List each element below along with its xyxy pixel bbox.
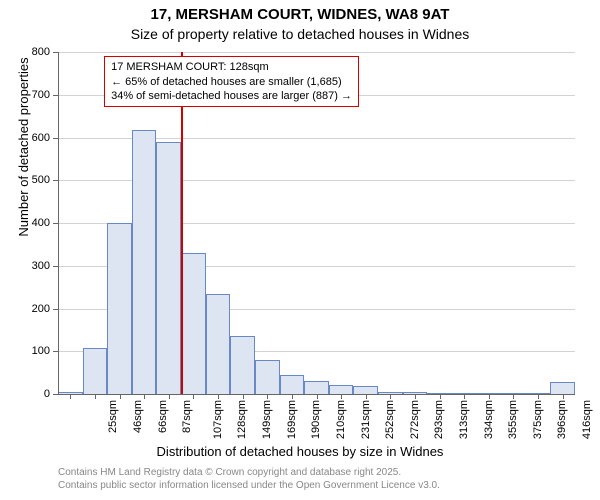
chart-title: 17, MERSHAM COURT, WIDNES, WA8 9AT — [0, 6, 600, 23]
histogram-bar — [304, 381, 329, 394]
histogram-bar — [280, 375, 305, 394]
grid-line — [58, 52, 575, 53]
x-tick-label: 355sqm — [507, 400, 519, 439]
histogram-bar — [181, 253, 206, 394]
histogram-bar — [107, 223, 132, 394]
x-tick-label: 396sqm — [557, 400, 569, 439]
x-tick-label: 149sqm — [261, 400, 273, 439]
x-tick-label: 169sqm — [286, 400, 298, 439]
x-tick-label: 252sqm — [384, 400, 396, 439]
histogram-bar — [329, 385, 354, 394]
x-tick-label: 231sqm — [360, 400, 372, 439]
annotation-line: 17 MERSHAM COURT: 128sqm — [111, 60, 352, 74]
x-tick-label: 190sqm — [310, 400, 322, 439]
x-tick-label: 334sqm — [483, 400, 495, 439]
x-tick-label: 210sqm — [335, 400, 347, 439]
plot-area: 010020030040050060070080025sqm46sqm66sqm… — [58, 52, 575, 394]
y-axis-label: Number of detached properties — [16, 0, 31, 318]
histogram-bar — [132, 130, 157, 394]
x-tick-label: 25sqm — [107, 400, 119, 433]
histogram-bar — [83, 348, 108, 394]
histogram-bar — [230, 336, 255, 394]
x-axis-label: Distribution of detached houses by size … — [0, 444, 600, 459]
x-tick-label: 87sqm — [181, 400, 193, 433]
x-axis-line — [58, 394, 575, 395]
histogram-bar — [156, 142, 181, 394]
x-tick-label: 66sqm — [157, 400, 169, 433]
annotation-line: ← 65% of detached houses are smaller (1,… — [111, 75, 352, 89]
x-tick-label: 313sqm — [458, 400, 470, 439]
x-tick-label: 272sqm — [409, 400, 421, 439]
footer-line-2: Contains public sector information licen… — [58, 479, 440, 492]
annotation-line: 34% of semi-detached houses are larger (… — [111, 89, 352, 103]
x-tick-label: 46sqm — [132, 400, 144, 433]
property-annotation-box: 17 MERSHAM COURT: 128sqm← 65% of detache… — [104, 56, 359, 107]
footer-line-1: Contains HM Land Registry data © Crown c… — [58, 466, 440, 479]
y-axis-line — [58, 52, 59, 394]
histogram-bar — [206, 294, 231, 394]
histogram-bar — [353, 386, 378, 394]
x-tick-label: 107sqm — [212, 400, 224, 439]
footer-attribution: Contains HM Land Registry data © Crown c… — [58, 466, 440, 492]
x-tick-label: 128sqm — [237, 400, 249, 439]
chart-subtitle: Size of property relative to detached ho… — [0, 26, 600, 42]
histogram-bar — [550, 382, 575, 394]
x-tick-label: 293sqm — [433, 400, 445, 439]
histogram-bar — [255, 360, 280, 394]
x-tick-label: 375sqm — [532, 400, 544, 439]
chart-container: { "title": "17, MERSHAM COURT, WIDNES, W… — [0, 0, 600, 500]
x-tick-label: 416sqm — [581, 400, 593, 439]
